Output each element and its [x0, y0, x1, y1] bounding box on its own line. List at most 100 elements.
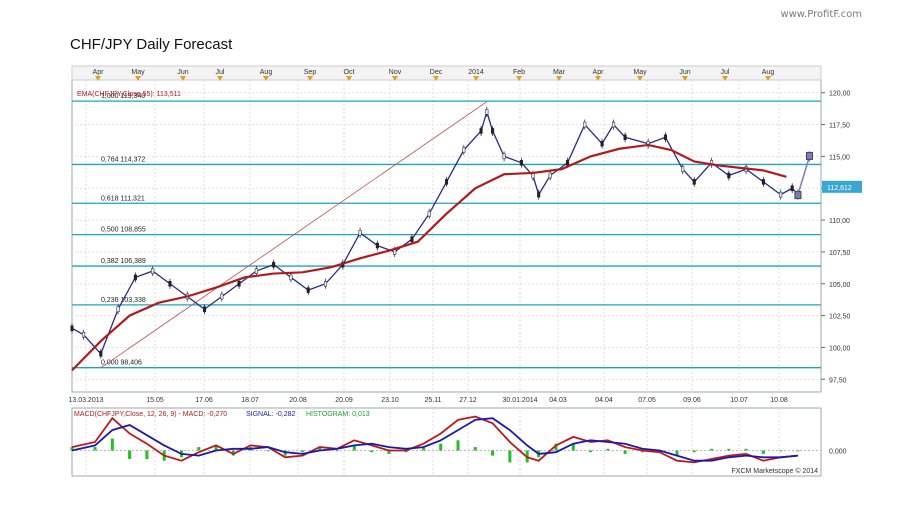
month-label: May [633, 69, 647, 76]
candle-body [237, 281, 241, 287]
candle-body [323, 281, 328, 287]
month-marker [346, 76, 352, 81]
month-label: Mar [553, 69, 566, 76]
month-marker [516, 76, 522, 81]
y-tick-label: 100,00 [829, 345, 851, 352]
y-tick-label: 120,00 [829, 91, 851, 98]
candle-body [168, 281, 172, 287]
month-label: Oct [344, 69, 355, 76]
candle-body [99, 351, 103, 357]
month-label: Feb [513, 69, 525, 76]
month-marker [217, 76, 223, 81]
y-tick-label: 110,00 [829, 218, 850, 225]
y-tick-label: 115,00 [829, 154, 850, 161]
current-price-label: 112,612 [827, 185, 852, 192]
candle-body [537, 191, 541, 198]
macd-zero-label: 0,000 [829, 449, 847, 456]
date-label: 20.08 [289, 397, 307, 404]
candle-body [623, 134, 627, 141]
macd-histogram-bar [491, 450, 495, 456]
macd-signal-line [71, 417, 799, 462]
candle-body [81, 331, 86, 338]
candle-body [202, 306, 207, 312]
y-tick-label: 102,50 [829, 314, 851, 321]
month-band [71, 65, 822, 81]
candle-body [727, 172, 731, 179]
fib-level-label: 0,500 108,855 [101, 227, 146, 234]
month-marker [765, 76, 771, 81]
macd-line [71, 415, 799, 464]
month-marker [307, 76, 313, 81]
fib-trend-line [100, 101, 488, 369]
macd-histogram-bar [197, 447, 201, 451]
candle-body [548, 172, 552, 179]
candle-body [491, 128, 495, 134]
date-label: 23.10 [381, 397, 399, 404]
date-label: 13.03.2013 [68, 397, 103, 404]
forecast-target-marker [805, 151, 813, 160]
candle-body [410, 236, 414, 242]
y-tick-label: 107,50 [829, 250, 851, 257]
macd-histogram-bar [589, 450, 593, 453]
macd-histogram-bar [554, 443, 558, 451]
date-label: 09.06 [683, 397, 701, 404]
date-label: 04.03 [549, 397, 567, 404]
month-marker [135, 76, 141, 81]
y-tick-label: 97,50 [829, 377, 847, 384]
y-tick-label: 117,50 [829, 123, 850, 130]
macd-histogram-bar [421, 447, 425, 451]
macd-histogram-bar [352, 445, 356, 451]
macd-histogram-bar [300, 450, 304, 453]
candle-body [519, 160, 523, 166]
candle-body [220, 293, 224, 300]
month-label: Dec [430, 69, 443, 76]
macd-histogram-bar [779, 450, 783, 452]
month-marker [722, 76, 728, 81]
current-price-tag [822, 180, 862, 193]
candle-body [151, 268, 155, 274]
month-marker [473, 76, 479, 81]
date-label: 04.04 [595, 397, 613, 404]
month-marker [180, 76, 186, 81]
macd-histogram-bar [727, 448, 731, 451]
month-label: May [131, 69, 145, 76]
candle-body [444, 179, 449, 185]
candle-body [375, 242, 379, 249]
candle-body [681, 166, 685, 172]
candle-body [600, 140, 604, 147]
macd-signal-label: SIGNAL: -0,282 [246, 411, 296, 418]
month-marker [637, 76, 643, 81]
macd-plot-frame [71, 407, 822, 477]
month-label: Nov [389, 69, 402, 76]
footer-credit: FXCM Marketscope © 2014 [732, 467, 819, 475]
macd-histogram-bar [571, 443, 575, 451]
month-marker [682, 76, 688, 81]
macd-label: MACD(CHFJPY,Close, 12, 26, 9) - MACD: -0… [74, 411, 227, 418]
candle-body [289, 274, 293, 281]
month-label: Jul [721, 69, 730, 76]
macd-histogram-bar [508, 450, 512, 463]
macd-histogram-bar [675, 450, 679, 456]
fib-level-label: 0,382 106,389 [101, 258, 146, 265]
date-label: 20.09 [335, 397, 353, 404]
month-marker [95, 76, 101, 81]
macd-histogram-bar [145, 450, 149, 459]
fib-level-label: 0,764 114,372 [101, 156, 145, 163]
month-marker [263, 76, 269, 81]
macd-histogram-bar [266, 450, 270, 452]
candle-body [790, 185, 794, 191]
macd-histogram-bar [761, 450, 765, 454]
macd-histogram-bar [93, 447, 97, 451]
brand-watermark: www.ProfitF.com [780, 9, 862, 20]
macd-histogram-bar [110, 438, 114, 451]
fib-level-label: 1,000 119,340 [101, 93, 145, 100]
date-label: 18.07 [241, 397, 259, 404]
macd-histogram-bar [128, 450, 132, 459]
candle-body [612, 121, 616, 128]
macd-histogram-bar [387, 450, 391, 454]
candle-body [133, 274, 137, 281]
candle-body [479, 128, 483, 134]
macd-histogram-bar [335, 450, 339, 452]
candle-body [583, 121, 587, 128]
